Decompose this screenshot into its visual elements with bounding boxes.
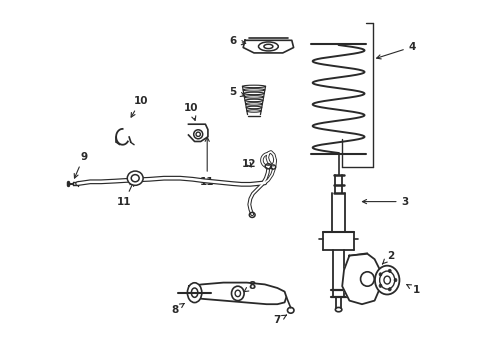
Ellipse shape: [131, 175, 139, 182]
Ellipse shape: [379, 273, 382, 276]
Text: 10: 10: [131, 96, 148, 117]
Ellipse shape: [375, 266, 399, 294]
Text: 10: 10: [184, 103, 198, 120]
Ellipse shape: [187, 283, 202, 302]
Text: 11: 11: [117, 182, 134, 207]
Text: 8: 8: [171, 303, 184, 315]
Ellipse shape: [388, 288, 391, 291]
Ellipse shape: [194, 130, 203, 139]
Text: 7: 7: [274, 315, 287, 325]
Text: 3: 3: [363, 197, 409, 207]
Text: 5: 5: [229, 87, 245, 97]
Ellipse shape: [388, 269, 391, 273]
Text: 4: 4: [377, 42, 416, 59]
Text: 8: 8: [244, 281, 256, 292]
Text: 2: 2: [382, 251, 394, 264]
Text: 1: 1: [407, 284, 419, 295]
Ellipse shape: [361, 272, 374, 286]
Ellipse shape: [127, 171, 143, 185]
Polygon shape: [189, 124, 208, 141]
Polygon shape: [243, 40, 294, 53]
Text: 12: 12: [242, 159, 256, 169]
Ellipse shape: [394, 279, 397, 282]
Ellipse shape: [379, 284, 382, 287]
Polygon shape: [342, 254, 380, 304]
Polygon shape: [189, 283, 286, 304]
Ellipse shape: [231, 286, 244, 301]
Text: 11: 11: [200, 137, 215, 187]
Text: 9: 9: [74, 152, 87, 178]
Text: 6: 6: [229, 36, 245, 46]
